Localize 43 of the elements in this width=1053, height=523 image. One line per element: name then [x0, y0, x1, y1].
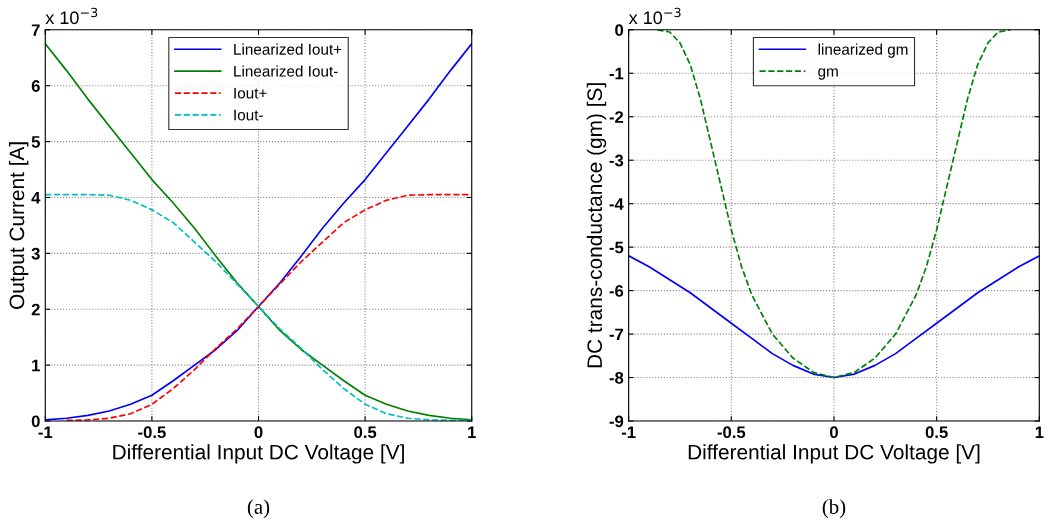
text: (a) — [247, 499, 270, 519]
line-series — [656, 29, 1012, 379]
y-tick-label: -8 — [609, 371, 624, 384]
x-tick-label: 0 — [830, 426, 838, 439]
legend-label: gm — [818, 68, 838, 80]
y-tick-label: 7 — [31, 24, 40, 36]
y-tick-label: 5 — [31, 136, 40, 148]
y-axis-title: DC trans-conductance (gm) [S] — [586, 83, 607, 368]
legend-label: linearized gm — [818, 43, 908, 58]
x-tick-label: 1 — [468, 426, 476, 438]
y-tick-label: 0 — [615, 24, 624, 37]
x-tick-label: 0.5 — [354, 426, 377, 439]
y-axis-title: Output Current [A] — [8, 142, 29, 309]
legend-label: Iout+ — [234, 87, 267, 99]
x-tick-label: -1 — [621, 426, 636, 438]
x-tick-label: 1 — [1035, 426, 1044, 438]
legend-label: Linearized Iout- — [234, 65, 338, 77]
y-tick-label: 2 — [31, 303, 40, 316]
line-series — [628, 255, 1040, 379]
y-tick-label: -5 — [609, 241, 624, 254]
y-tick-label: 6 — [31, 80, 40, 92]
x-tick-label: -0.5 — [717, 426, 746, 439]
y-tick-label: -1 — [609, 67, 624, 80]
x-tick-label: -0.5 — [138, 426, 166, 439]
y-tick-label: 4 — [31, 192, 41, 204]
y-tick-label: -6 — [609, 285, 624, 297]
y-tick-label: 1 — [32, 359, 40, 372]
y-tick-label: 0 — [31, 415, 40, 428]
y-tick-label: -4 — [609, 198, 624, 210]
y-tick-label: -7 — [609, 328, 624, 341]
text: x 10$^{−3}$ — [45, 7, 98, 25]
x-tick-label: 0.5 — [925, 426, 948, 439]
text: x 10$^{−3}$ — [628, 7, 681, 25]
x-tick-label: 0 — [254, 426, 263, 439]
x-axis-title: Differential Input DC Voltage [V] — [688, 444, 980, 464]
y-tick-label: -2 — [609, 111, 624, 123]
text: (b) — [822, 499, 846, 519]
legend-label: Iout- — [234, 109, 263, 121]
x-axis-title: Differential Input DC Voltage [V] — [113, 444, 404, 464]
y-tick-label: 3 — [31, 247, 40, 260]
legend-label: Linearized Iout+ — [234, 43, 342, 55]
y-tick-label: -3 — [609, 154, 624, 167]
y-tick-label: -9 — [609, 415, 624, 428]
